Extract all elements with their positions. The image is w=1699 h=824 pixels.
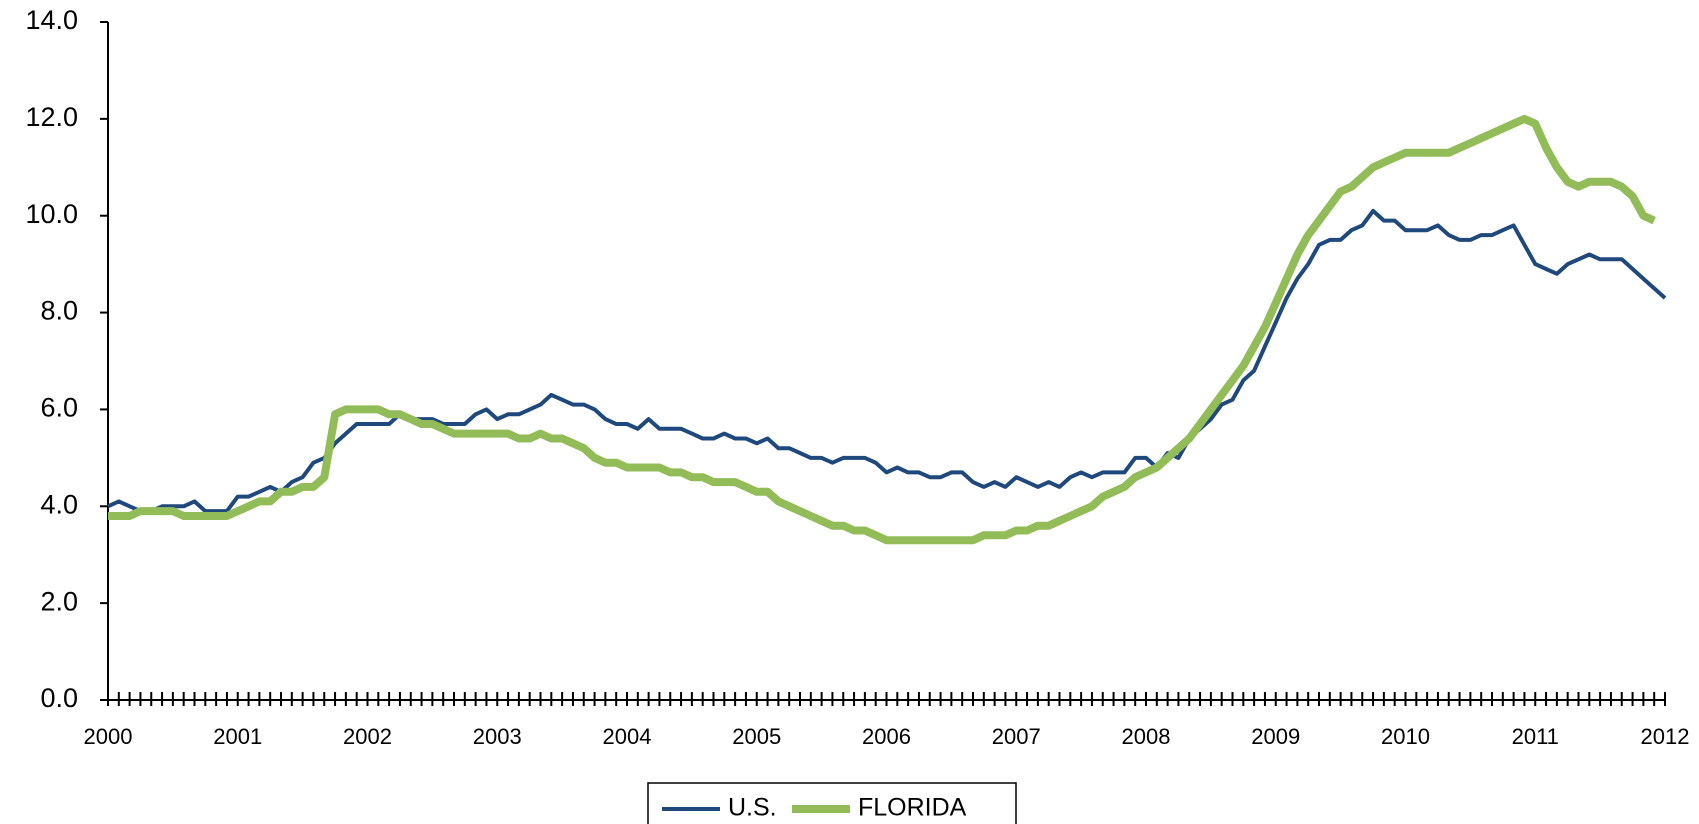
y-tick-label: 2.0: [40, 586, 78, 616]
legend-label: FLORIDA: [858, 794, 967, 822]
x-tick-label: 2001: [213, 724, 262, 749]
x-tick-label: 2012: [1641, 724, 1690, 749]
x-tick-label: 2011: [1512, 724, 1559, 749]
y-tick-label: 6.0: [40, 393, 78, 423]
x-tick-label: 2004: [603, 724, 652, 749]
series-line: [107, 208, 1667, 514]
x-tick-label: 2005: [732, 724, 781, 749]
y-tick-label: 8.0: [40, 296, 78, 326]
x-tick-label: 2000: [84, 724, 133, 749]
legend-label: U.S.: [728, 794, 777, 822]
y-tick-label: 10.0: [25, 199, 78, 229]
x-tick-label: 2002: [343, 724, 392, 749]
series-line: [108, 114, 1656, 545]
x-tick-label: 2010: [1381, 724, 1430, 749]
x-tick-label: 2003: [473, 724, 522, 749]
y-tick-label: 0.0: [40, 683, 78, 713]
x-tick-label: 2008: [1122, 724, 1171, 749]
y-tick-label: 12.0: [25, 102, 78, 132]
y-tick-label: 14.0: [25, 5, 78, 35]
legend-box: [647, 782, 1017, 824]
x-tick-label: 2007: [992, 724, 1041, 749]
x-tick-label: 2006: [862, 724, 911, 749]
y-tick-label: 4.0: [40, 489, 78, 519]
x-tick-label: 2009: [1251, 724, 1300, 749]
